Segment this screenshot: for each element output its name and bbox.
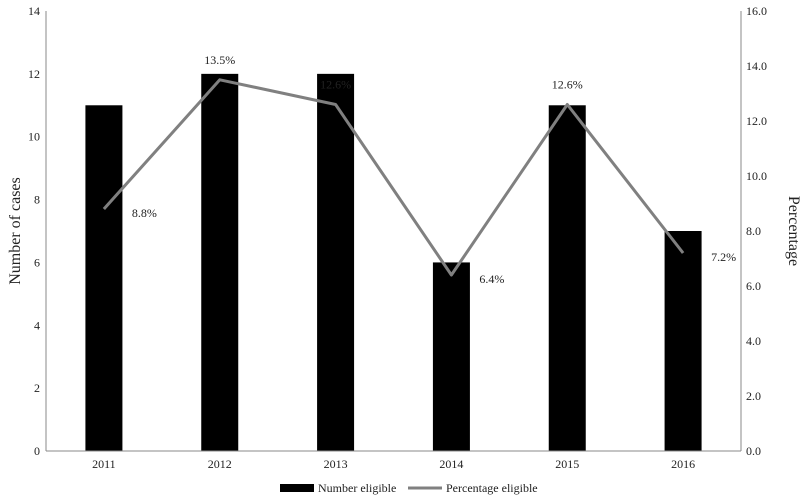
x-tick-label-2012: 2012 — [208, 457, 232, 471]
bar-2011 — [85, 105, 123, 452]
y-tick-label: 6 — [34, 255, 40, 269]
data-label-2016: 7.2% — [711, 250, 736, 264]
percentage-eligible-line — [102, 78, 685, 277]
y-tick-label: 0 — [34, 444, 40, 458]
line-layer — [102, 78, 685, 277]
y2-tick-label: 10.0 — [746, 169, 767, 183]
y-tick-label: 4 — [34, 318, 40, 332]
data-label-2013: 12.6% — [320, 78, 351, 92]
x-tick-label-2016: 2016 — [671, 457, 695, 471]
legend-swatch-number-eligible — [280, 484, 314, 492]
legend-label-number-eligible: Number eligible — [318, 481, 396, 495]
left-tick-labels: 0 2 4 6 8 10 12 14 — [28, 4, 40, 458]
right-tick-labels: 0.0 2.0 4.0 6.0 8.0 10.0 12.0 14.0 16.0 — [746, 4, 767, 458]
bars-layer — [85, 73, 702, 452]
data-label-2011: 8.8% — [132, 206, 157, 220]
axes-layer — [45, 11, 742, 452]
legend-label-percentage-eligible: Percentage eligible — [446, 481, 538, 495]
data-label-2015: 12.6% — [552, 78, 583, 92]
y2-tick-label: 8.0 — [746, 224, 761, 238]
y-tick-label: 10 — [28, 130, 40, 144]
bar-2015 — [548, 105, 586, 452]
data-labels-layer: 8.8% 13.5% 12.6% 6.4% 12.6% 7.2% — [132, 53, 736, 286]
x-tick-label-2013: 2013 — [324, 457, 348, 471]
x-tick-label-2011: 2011 — [92, 457, 116, 471]
y2-tick-label: 4.0 — [746, 334, 761, 348]
data-label-2012: 13.5% — [204, 53, 235, 67]
data-label-2014: 6.4% — [479, 272, 504, 286]
bar-2013 — [317, 73, 355, 451]
y2-tick-label: 6.0 — [746, 279, 761, 293]
bar-2012 — [201, 73, 239, 451]
x-tick-label-2014: 2014 — [439, 457, 463, 471]
y-tick-label: 8 — [34, 193, 40, 207]
bar-2016 — [664, 231, 702, 451]
legend: Number eligible Percentage eligible — [280, 481, 538, 495]
y-axis-title: Number of cases — [7, 177, 24, 285]
y2-tick-label: 12.0 — [746, 114, 767, 128]
x-tick-label-2015: 2015 — [555, 457, 579, 471]
y2-tick-label: 14.0 — [746, 59, 767, 73]
y-tick-label: 14 — [28, 4, 40, 18]
y2-tick-label: 0.0 — [746, 444, 761, 458]
y2-axis-title: Percentage — [785, 196, 800, 266]
y-tick-label: 2 — [34, 381, 40, 395]
bar-2014 — [432, 262, 470, 451]
y2-tick-label: 2.0 — [746, 389, 761, 403]
y2-tick-label: 16.0 — [746, 4, 767, 18]
x-tick-labels: 2011 2012 2013 2014 2015 2016 — [92, 457, 695, 471]
y-tick-label: 12 — [28, 67, 40, 81]
